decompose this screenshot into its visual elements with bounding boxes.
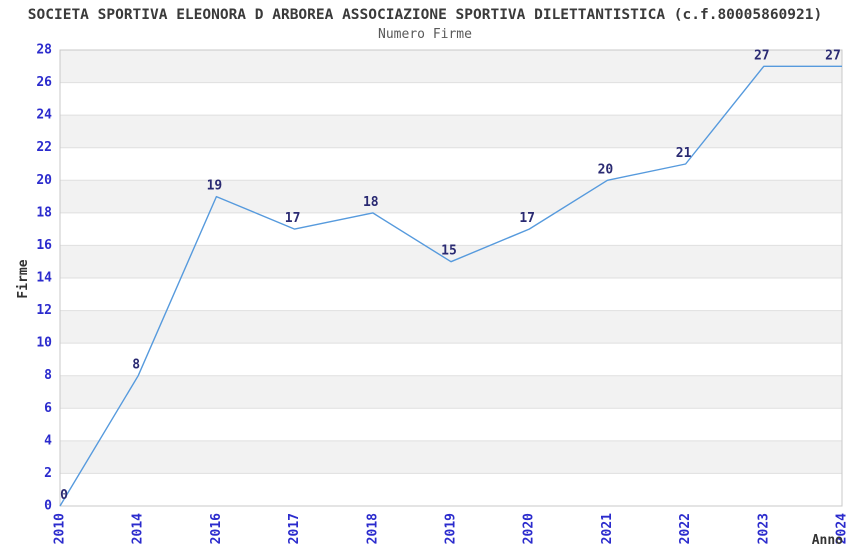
data-label: 18	[363, 195, 379, 210]
x-tick-label: 2014	[131, 513, 146, 544]
y-tick-label: 26	[36, 75, 52, 90]
y-tick-label: 10	[36, 336, 52, 351]
y-tick-label: 18	[36, 205, 52, 220]
y-tick-label: 6	[44, 401, 52, 416]
x-tick-label: 2023	[756, 513, 771, 544]
y-tick-label: 12	[36, 303, 52, 318]
x-tick-label: 2024	[835, 513, 850, 544]
x-tick-label: 2018	[365, 513, 380, 544]
y-tick-label: 16	[36, 238, 52, 253]
data-label: 20	[598, 162, 614, 177]
x-tick-label: 2022	[678, 513, 693, 544]
chart-subtitle: Numero Firme	[378, 27, 472, 42]
plot-border	[59, 49, 843, 507]
y-tick-label: 14	[36, 271, 52, 286]
plot-band	[60, 310, 842, 344]
plot-band	[60, 180, 842, 213]
data-label: 27	[825, 48, 841, 63]
y-tick-label: 4	[44, 433, 52, 448]
data-label: 17	[519, 211, 535, 226]
y-tick-label: 22	[36, 140, 52, 155]
plot-band	[60, 115, 842, 148]
plot-band	[60, 50, 842, 83]
y-tick-label: 2	[44, 466, 52, 481]
x-tick-label: 2020	[522, 513, 537, 544]
plot-band	[60, 375, 842, 409]
data-label: 0	[60, 488, 68, 503]
x-tick-label: 2010	[53, 513, 68, 544]
data-label: 27	[754, 48, 770, 63]
x-tick-label: 2019	[444, 513, 459, 544]
data-label: 19	[207, 179, 223, 194]
series-line	[59, 65, 842, 507]
plot-band	[60, 440, 842, 474]
x-tick-label: 2016	[209, 513, 224, 544]
y-tick-label: 0	[44, 499, 52, 514]
x-tick-label: 2017	[287, 513, 302, 544]
y-tick-label: 20	[36, 173, 52, 188]
y-axis-title: Firme	[16, 259, 31, 299]
x-tick-label: 2021	[600, 513, 615, 544]
chart-title: SOCIETA SPORTIVA ELEONORA D ARBOREA ASSO…	[27, 7, 823, 23]
y-tick-label: 28	[36, 43, 52, 58]
y-tick-label: 24	[36, 108, 52, 123]
data-label: 17	[285, 211, 301, 226]
data-label: 21	[676, 146, 692, 161]
x-axis-title: Anno	[811, 533, 843, 548]
y-tick-label: 8	[44, 368, 52, 383]
data-label: 15	[441, 244, 457, 259]
data-label: 8	[132, 358, 140, 373]
